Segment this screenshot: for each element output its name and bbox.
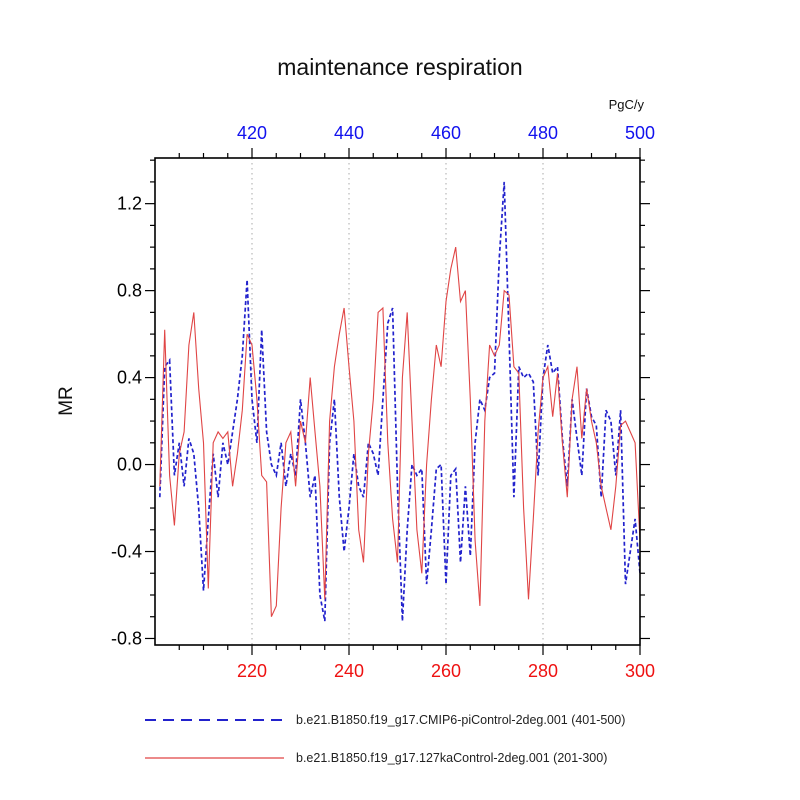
x-tick-label-top: 420: [237, 123, 267, 143]
x-tick-label-bottom: 300: [625, 661, 655, 681]
chart-title: maintenance respiration: [277, 54, 522, 80]
top-axis-unit-label: PgC/y: [609, 97, 645, 112]
x-tick-label-top: 480: [528, 123, 558, 143]
y-tick-label: 0.4: [117, 368, 142, 388]
x-tick-label-top: 440: [334, 123, 364, 143]
y-tick-label: -0.8: [111, 628, 142, 648]
series-line-piControl: [158, 181, 640, 622]
y-tick-label: 0.0: [117, 455, 142, 475]
x-tick-label-bottom: 260: [431, 661, 461, 681]
y-tick-label: -0.4: [111, 542, 142, 562]
x-tick-label-top: 500: [625, 123, 655, 143]
x-tick-label-bottom: 220: [237, 661, 267, 681]
y-tick-label: 1.2: [117, 194, 142, 214]
x-tick-label-bottom: 280: [528, 661, 558, 681]
y-axis-title: MR: [56, 386, 77, 416]
legend: b.e21.B1850.f19_g17.CMIP6-piControl-2deg…: [145, 713, 625, 765]
x-tick-label-bottom: 240: [334, 661, 364, 681]
plot-frame: [154, 157, 641, 646]
legend-label-127kaControl: b.e21.B1850.f19_g17.127kaControl-2deg.00…: [296, 751, 607, 765]
x-tick-label-top: 460: [431, 123, 461, 143]
series-line-127kaControl: [159, 246, 640, 617]
y-tick-label: 0.8: [117, 281, 142, 301]
legend-label-piControl: b.e21.B1850.f19_g17.CMIP6-piControl-2deg…: [296, 713, 625, 727]
